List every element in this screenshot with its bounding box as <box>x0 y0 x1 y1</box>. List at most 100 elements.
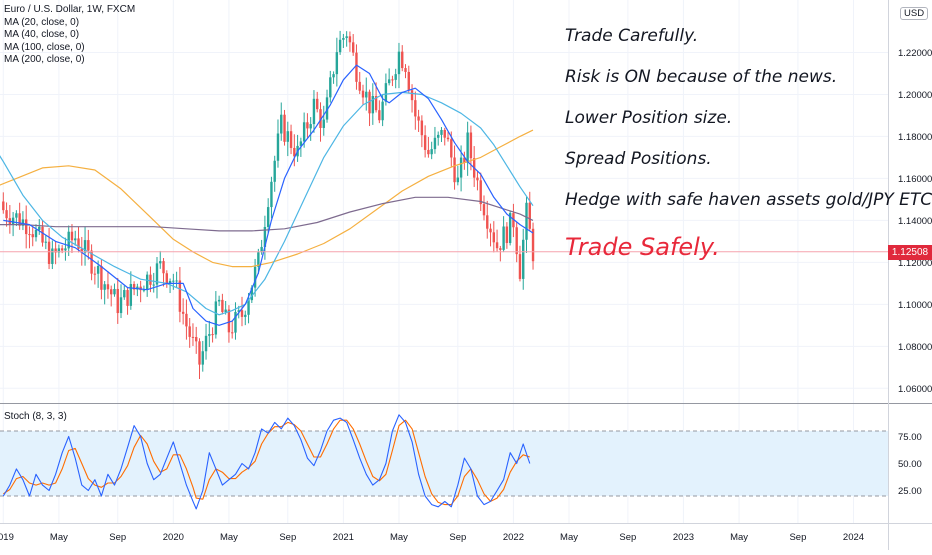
candle-body <box>204 335 208 352</box>
ma100-line <box>0 129 534 268</box>
candle-body <box>123 290 126 298</box>
candle-body <box>126 290 129 306</box>
candle-body <box>185 313 188 327</box>
chart-notes: Trade Carefully. Risk is ON because of t… <box>565 26 932 274</box>
candle-body <box>316 98 319 110</box>
candle-body <box>83 240 87 253</box>
time-tick-label: 2019 <box>0 532 14 543</box>
candle-body <box>394 74 397 80</box>
ma200-line <box>0 196 534 232</box>
candle-body <box>178 280 182 312</box>
price-tick-label: 1.16000 <box>898 174 932 185</box>
candle-body <box>384 83 388 102</box>
ma100-legend[interactable]: MA (100, close, 0) <box>4 41 85 53</box>
candle-body <box>502 226 505 250</box>
candle-body <box>54 248 57 253</box>
candle-body <box>162 261 165 274</box>
ma20-line <box>3 64 534 326</box>
candle-body <box>38 226 41 230</box>
candle-body <box>31 234 34 238</box>
candle-body <box>253 266 257 288</box>
candle-body <box>87 240 90 251</box>
candle-body <box>518 254 522 279</box>
candle-body <box>459 157 463 178</box>
candle-body <box>44 241 48 243</box>
stoch-tick-label: 75.00 <box>898 432 922 443</box>
candle-body <box>231 332 234 334</box>
candle-body <box>345 36 348 39</box>
symbol-title[interactable]: Euro / U.S. Dollar, 1W, FXCM <box>4 4 136 15</box>
time-tick-label: 2023 <box>673 532 694 543</box>
candle-body <box>378 110 381 121</box>
candle-body <box>234 311 237 333</box>
candle-body <box>90 250 93 274</box>
price-tick-label: 1.18000 <box>898 132 932 143</box>
candle-body <box>361 90 365 98</box>
candle-body <box>132 284 136 290</box>
warning-trade-safely: Trade Safely. <box>565 233 720 261</box>
candle-body <box>414 100 417 117</box>
time-tick-label: May <box>50 532 68 543</box>
candle-body <box>495 242 499 249</box>
candle-body <box>299 141 303 146</box>
note-lower-position: Lower Position size. <box>565 108 733 128</box>
candle-body <box>240 310 244 317</box>
candle-body <box>283 114 286 142</box>
ma20-legend[interactable]: MA (20, close, 0) <box>4 16 80 28</box>
candle-body <box>273 160 276 182</box>
currency-badge[interactable]: USD <box>900 7 929 20</box>
price-tick-label: 1.12000 <box>898 258 932 269</box>
ma200-legend[interactable]: MA (200, close, 0) <box>4 54 85 65</box>
candle-body <box>110 289 113 295</box>
candle-body <box>47 241 51 264</box>
candle-body <box>57 248 61 253</box>
candle-body <box>505 226 509 244</box>
candle-body <box>149 274 152 285</box>
candle-body <box>247 300 250 315</box>
candle-body <box>335 52 339 75</box>
stoch-legend[interactable]: Stoch (8, 3, 3) <box>4 411 67 422</box>
candle-body <box>270 181 273 208</box>
candle-body <box>332 74 335 78</box>
candle-body <box>217 299 221 302</box>
candle-body <box>391 79 394 81</box>
candle-body <box>106 284 110 290</box>
candle-body <box>374 95 378 111</box>
candle-body <box>70 231 74 241</box>
candle-body <box>358 81 361 91</box>
candle-body <box>244 314 247 317</box>
candle-body <box>237 310 240 312</box>
last-price-tag: 1.12508 <box>888 245 932 260</box>
candle-body <box>371 95 375 114</box>
candle-body <box>417 116 420 121</box>
candle-body <box>250 287 254 301</box>
candle-body <box>348 36 352 43</box>
candle-body <box>74 238 77 241</box>
time-tick-label: Sep <box>109 532 126 543</box>
price-tick-label: 1.06000 <box>898 384 932 395</box>
candle-body <box>96 265 100 274</box>
candle-body <box>508 213 512 244</box>
candle-body <box>515 227 518 255</box>
candle-body <box>302 122 306 142</box>
candle-body <box>67 231 70 249</box>
note-hedge: Hedge with safe haven assets gold/JPY ET… <box>565 190 932 210</box>
candle-body <box>525 202 528 240</box>
candle-body <box>195 336 198 342</box>
candle-body <box>420 120 424 136</box>
candle-body <box>18 213 21 226</box>
candle-body <box>227 309 231 333</box>
candle-body <box>410 90 414 101</box>
candle-body <box>152 284 155 286</box>
candle-body <box>466 132 469 163</box>
candle-body <box>103 284 106 290</box>
candle-body <box>342 38 345 40</box>
candle-body <box>15 213 18 218</box>
stoch-tick-label: 50.00 <box>898 459 922 470</box>
candle-body <box>401 51 404 69</box>
candle-body <box>201 351 204 365</box>
ma40-legend[interactable]: MA (40, close, 0) <box>4 29 80 40</box>
candle-body <box>531 228 535 262</box>
